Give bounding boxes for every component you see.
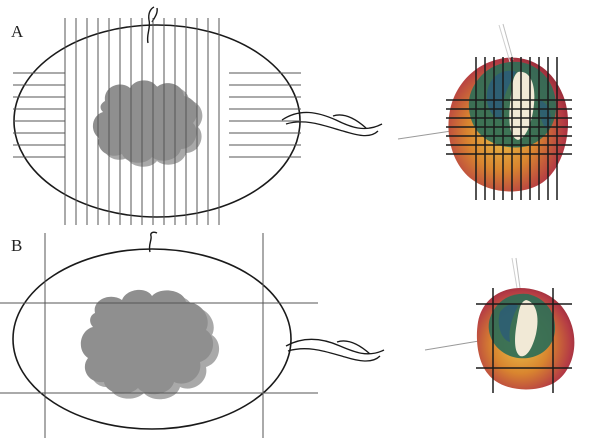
panel-label-a: A xyxy=(11,22,24,41)
suture-right-b xyxy=(285,338,385,362)
grid-lines-a xyxy=(13,18,301,225)
tumor-b xyxy=(80,289,220,400)
photo-grid-lines-b xyxy=(476,288,572,393)
panel-label-b: B xyxy=(11,236,23,255)
photo-grid-lines-a xyxy=(446,57,572,200)
panel-a-schematic xyxy=(13,6,383,225)
tumor-a xyxy=(92,80,203,167)
specimen-photo-a xyxy=(397,23,572,200)
suture-top-b xyxy=(148,231,158,253)
specimen-photo-b xyxy=(424,257,575,393)
suture-right-a xyxy=(281,111,383,137)
panel-b-schematic xyxy=(0,231,385,438)
grid-lines-b xyxy=(0,233,318,438)
specimen-ellipse-b xyxy=(12,248,292,430)
